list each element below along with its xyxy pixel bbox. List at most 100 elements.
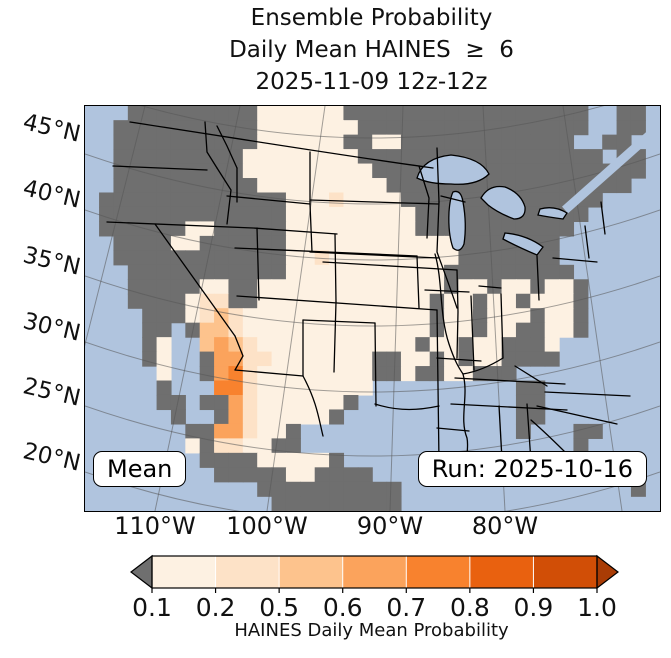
state-border (129, 121, 434, 169)
state-border (478, 285, 502, 289)
colorbar-tick-label: 0.1 (132, 593, 172, 622)
lon-tick-label: 80°W (471, 512, 539, 540)
state-border (302, 375, 324, 437)
state-border (334, 233, 337, 303)
mean-badge: Mean (93, 451, 187, 487)
state-border (424, 289, 470, 293)
state-border (302, 319, 376, 324)
state-border (309, 203, 313, 253)
colorbar-outline (151, 555, 598, 589)
map-panel (84, 105, 661, 512)
state-border (436, 201, 458, 309)
state-border (204, 121, 218, 169)
lon-tick-label: 100°W (226, 512, 308, 540)
state-border (309, 251, 439, 259)
colorbar-tick-label: 0.9 (514, 593, 554, 622)
colorbar-over-arrow (596, 554, 619, 590)
state-borders-layer (106, 121, 631, 467)
graticule-meridian (389, 106, 404, 511)
state-border (470, 295, 475, 371)
state-border (454, 377, 566, 385)
state-border (418, 165, 430, 239)
lake-michigan (448, 190, 466, 251)
title-line-2: Daily Mean HAINES ≥ 6 (229, 37, 514, 63)
st-lawrence-river (562, 128, 656, 214)
state-border (462, 357, 504, 375)
colorbar-label: HAINES Daily Mean Probability (234, 620, 509, 641)
lat-tick-label: 40°N (20, 175, 83, 214)
state-border (434, 253, 464, 375)
graticule-meridian (562, 106, 623, 511)
state-border (500, 293, 504, 359)
run-date-badge: Run: 2025-10-16 (417, 451, 647, 487)
graticule-parallel (140, 106, 604, 139)
colorbar-tick-label: 0.6 (323, 593, 363, 622)
state-border (226, 195, 311, 205)
lake-ontario (537, 207, 568, 220)
state-border (600, 201, 606, 235)
lake-erie (502, 232, 544, 256)
colorbar-segment (533, 556, 597, 588)
graticule-parallel (85, 275, 660, 327)
graticule-parallel (85, 405, 660, 457)
state-border (234, 247, 418, 257)
state-border (416, 255, 420, 309)
state-border (456, 269, 459, 359)
title-line-1: Ensemble Probability (250, 5, 493, 31)
colorbar-tick-label: 0.2 (196, 593, 236, 622)
state-border (216, 167, 232, 225)
colorbar-tick-label: 0.5 (259, 593, 299, 622)
lat-tick-label: 25°N (20, 373, 83, 412)
lat-tick-label: 20°N (20, 438, 83, 477)
state-border (234, 335, 244, 371)
state-border (584, 225, 590, 259)
lake-superior (416, 154, 490, 185)
colorbar-segment (279, 556, 343, 588)
colorbar-tick-label: 0.8 (450, 593, 490, 622)
colorbar-segment (342, 556, 407, 588)
state-border (436, 357, 482, 362)
state-border (374, 403, 440, 411)
graticule-meridian (266, 106, 326, 511)
colorbar-under-arrow (130, 554, 153, 590)
state-border (436, 427, 470, 432)
state-border (440, 195, 466, 203)
state-border (436, 309, 440, 463)
lon-tick-label: 110°W (114, 512, 196, 540)
colorbar-tick-label: 1.0 (577, 593, 617, 622)
state-border (234, 369, 304, 377)
state-border (544, 391, 631, 397)
lat-tick-label: 35°N (20, 242, 83, 281)
graticule-layer (85, 106, 660, 511)
state-border (256, 227, 260, 301)
state-border (154, 223, 236, 337)
colorbar-segment (469, 556, 534, 588)
state-border (536, 255, 540, 301)
colorbar: 0.1 0.2 0.5 0.6 0.7 0.8 0.9 1.0 (130, 554, 619, 622)
colorbar-segment (215, 556, 280, 588)
great-lakes-layer (416, 128, 656, 256)
lat-tick-label: 30°N (20, 308, 83, 347)
colorbar-segment (152, 556, 216, 588)
state-border (374, 322, 377, 407)
state-border (322, 261, 458, 271)
graticule-parallel (85, 471, 660, 511)
state-border (333, 301, 337, 373)
chart-title: Ensemble Probability Daily Mean HAINES ≥… (84, 2, 659, 98)
graticule-parallel (85, 153, 660, 205)
colorbar-tick-label: 0.7 (386, 593, 426, 622)
state-border (514, 365, 548, 387)
state-border (436, 147, 440, 203)
graticule-meridian (154, 106, 241, 511)
graticule-parallel (85, 341, 660, 393)
lat-tick-label: 45°N (20, 109, 83, 148)
title-line-3: 2025-11-09 12z-12z (255, 69, 488, 95)
state-border (552, 257, 598, 263)
state-border (236, 295, 438, 311)
graticule-meridian (85, 106, 146, 347)
graticule-parallel (85, 209, 660, 261)
state-border (216, 125, 238, 169)
state-border (536, 405, 618, 425)
lake-huron (480, 185, 526, 220)
